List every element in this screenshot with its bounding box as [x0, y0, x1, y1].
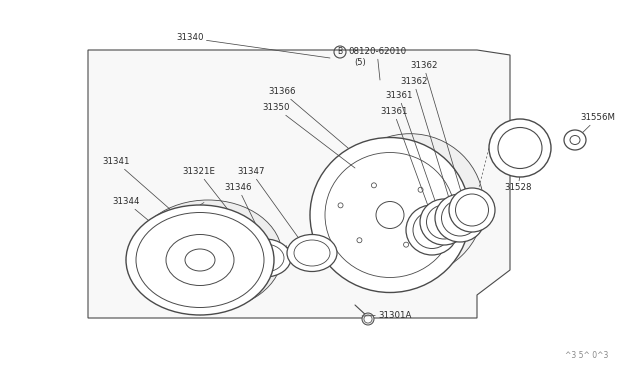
- Ellipse shape: [134, 200, 282, 310]
- Text: 31556M: 31556M: [575, 113, 615, 140]
- Circle shape: [364, 315, 372, 323]
- Ellipse shape: [166, 234, 234, 285]
- Polygon shape: [88, 50, 510, 318]
- Ellipse shape: [294, 240, 330, 266]
- Text: 31528: 31528: [504, 175, 532, 192]
- Ellipse shape: [325, 153, 455, 278]
- Circle shape: [437, 222, 442, 227]
- Circle shape: [357, 238, 362, 243]
- Text: B: B: [337, 48, 342, 57]
- Text: 31340: 31340: [176, 33, 330, 58]
- Ellipse shape: [185, 249, 215, 271]
- Circle shape: [166, 276, 170, 280]
- Ellipse shape: [426, 205, 461, 239]
- Text: 31350: 31350: [262, 103, 355, 168]
- Ellipse shape: [564, 130, 586, 150]
- Circle shape: [198, 283, 202, 289]
- Ellipse shape: [413, 212, 451, 248]
- Text: 31361: 31361: [380, 108, 435, 225]
- Ellipse shape: [126, 205, 274, 315]
- Ellipse shape: [570, 135, 580, 144]
- Circle shape: [338, 203, 343, 208]
- Ellipse shape: [420, 199, 468, 245]
- Circle shape: [228, 219, 234, 224]
- Ellipse shape: [489, 119, 551, 177]
- Circle shape: [371, 183, 376, 188]
- Text: 31344: 31344: [113, 198, 178, 245]
- Ellipse shape: [337, 134, 484, 276]
- Ellipse shape: [376, 202, 404, 228]
- Ellipse shape: [246, 244, 284, 272]
- Circle shape: [241, 247, 246, 253]
- Text: ^3 5^ 0^3: ^3 5^ 0^3: [564, 351, 608, 360]
- Ellipse shape: [310, 138, 470, 292]
- Text: 31346: 31346: [225, 183, 272, 258]
- Ellipse shape: [456, 194, 488, 226]
- Circle shape: [227, 275, 232, 279]
- Ellipse shape: [498, 128, 542, 169]
- Ellipse shape: [406, 205, 458, 255]
- Circle shape: [198, 212, 202, 218]
- Text: 31362: 31362: [410, 61, 462, 195]
- Circle shape: [168, 219, 173, 224]
- Text: 31321E: 31321E: [182, 167, 258, 248]
- Text: 31366: 31366: [269, 87, 348, 148]
- Ellipse shape: [287, 234, 337, 272]
- Text: 08120-62010: 08120-62010: [348, 48, 406, 80]
- Ellipse shape: [136, 212, 264, 308]
- Ellipse shape: [239, 239, 291, 277]
- Ellipse shape: [435, 194, 485, 242]
- Text: 31301A: 31301A: [362, 311, 412, 320]
- Text: (5): (5): [354, 58, 365, 67]
- Text: 31361: 31361: [385, 92, 440, 215]
- Text: 31341: 31341: [102, 157, 180, 218]
- Circle shape: [152, 247, 157, 253]
- Circle shape: [404, 242, 408, 247]
- Circle shape: [362, 313, 374, 325]
- Ellipse shape: [442, 200, 479, 236]
- Text: 31347: 31347: [237, 167, 300, 240]
- Circle shape: [418, 187, 423, 192]
- Ellipse shape: [449, 188, 495, 232]
- Text: 31362: 31362: [400, 77, 452, 208]
